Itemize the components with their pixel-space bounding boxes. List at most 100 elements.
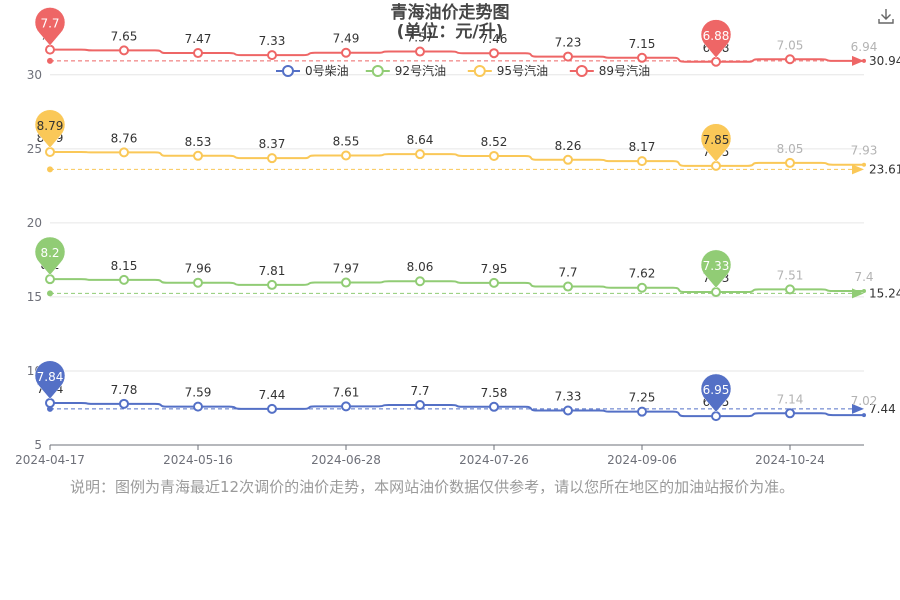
max-pin-label: 7.7 [40, 17, 59, 31]
data-point [563, 281, 573, 292]
max-pin-label: 7.84 [37, 370, 64, 384]
data-label: 7.58 [481, 386, 508, 400]
legend-item[interactable]: 0号柴油 [276, 64, 349, 78]
series-line [50, 48, 864, 63]
legend-item[interactable]: 92号汽油 [365, 63, 446, 78]
data-label: 8.06 [407, 260, 434, 274]
data-label: 8.76 [111, 131, 138, 145]
data-point [711, 56, 721, 67]
average-start-marker [47, 166, 53, 173]
data-point [341, 401, 351, 412]
average-arrow [852, 403, 864, 414]
data-label: 7.51 [777, 268, 804, 282]
data-point [785, 408, 795, 419]
data-point [563, 154, 573, 165]
data-label: 7.95 [481, 262, 508, 276]
data-label: 7.14 [777, 392, 804, 406]
min-pin-label: 7.85 [703, 133, 730, 147]
data-label: 8.37 [259, 137, 286, 151]
data-point [489, 48, 499, 59]
data-point [193, 48, 203, 59]
legend-marker [575, 65, 588, 77]
data-label: 7.02 [851, 394, 878, 408]
data-point [119, 45, 129, 56]
y-tick-label: 15 [27, 290, 42, 304]
data-point [711, 411, 721, 422]
data-point [563, 405, 573, 416]
chart-subtitle: (单位：元/升) [396, 22, 504, 42]
x-tick-label: 2024-07-26 [459, 453, 529, 467]
data-label: 7.4 [854, 270, 873, 284]
data-label: 7.7 [558, 266, 577, 280]
min-pin-label: 6.95 [703, 383, 730, 397]
data-point [785, 54, 795, 65]
data-point [267, 153, 277, 164]
legend-label: 0号柴油 [305, 64, 349, 78]
data-point [785, 284, 795, 295]
data-label: 7.7 [410, 384, 429, 398]
legend-item[interactable]: 89号汽油 [569, 63, 650, 78]
data-label: 8.26 [555, 139, 582, 153]
y-tick-label: 25 [27, 142, 42, 156]
average-start-marker [47, 290, 53, 297]
data-point [119, 274, 129, 285]
legend-item[interactable]: 95号汽油 [467, 63, 548, 78]
series-line [50, 150, 864, 167]
data-point [45, 274, 55, 285]
data-label: 7.46 [481, 32, 508, 46]
data-point [415, 400, 425, 411]
min-pin-label: 7.33 [703, 259, 730, 273]
data-label: 7.15 [629, 37, 656, 51]
data-point [45, 397, 55, 408]
data-point [637, 52, 647, 63]
max-pin-label: 8.79 [37, 119, 64, 133]
chart-title: 青海油价走势图 (单位：元/升) [0, 4, 900, 42]
data-point [341, 47, 351, 58]
data-point [862, 289, 866, 293]
data-label: 7.49 [333, 32, 360, 46]
data-point [341, 277, 351, 288]
series-line [50, 278, 864, 294]
data-point [267, 403, 277, 414]
data-label: 8.64 [407, 133, 434, 147]
x-tick-label: 2024-06-28 [311, 453, 381, 467]
min-pin [700, 249, 732, 289]
data-point [489, 401, 499, 412]
data-label: 8.53 [185, 135, 212, 149]
data-label: 7.62 [629, 267, 656, 281]
data-point [637, 282, 647, 293]
y-tick-label: 20 [27, 216, 42, 230]
data-label: 7.65 [111, 29, 138, 43]
legend-marker [473, 65, 486, 77]
data-point [563, 51, 573, 62]
data-label: 7.44 [259, 388, 286, 402]
download-icon[interactable] [876, 6, 896, 26]
x-tick-label: 2024-09-06 [607, 453, 677, 467]
legend-label: 92号汽油 [395, 63, 446, 78]
data-point [785, 157, 795, 168]
average-arrow [852, 164, 864, 175]
legend-marker [282, 65, 294, 77]
data-point [862, 58, 866, 63]
data-label: 7.57 [407, 31, 434, 45]
data-label: 6.94 [851, 40, 878, 54]
average-label: 7.44 [869, 402, 896, 416]
data-label: 7.47 [185, 32, 212, 46]
data-label: 7.25 [629, 391, 656, 405]
data-label: 8.05 [777, 142, 804, 156]
min-pin-label: 6.88 [703, 29, 730, 43]
data-label: 7.33 [259, 34, 286, 48]
data-point [862, 162, 866, 167]
average-start-marker [47, 57, 53, 64]
min-pin [700, 123, 732, 163]
data-point [415, 276, 425, 287]
data-label: 8.52 [481, 135, 508, 149]
data-label: 7.59 [185, 386, 212, 400]
data-point [489, 277, 499, 288]
data-label: 8.17 [629, 140, 656, 154]
data-point [415, 46, 425, 57]
data-point [119, 147, 129, 158]
max-pin-label: 8.2 [40, 246, 59, 260]
data-label: 7.81 [259, 264, 286, 278]
